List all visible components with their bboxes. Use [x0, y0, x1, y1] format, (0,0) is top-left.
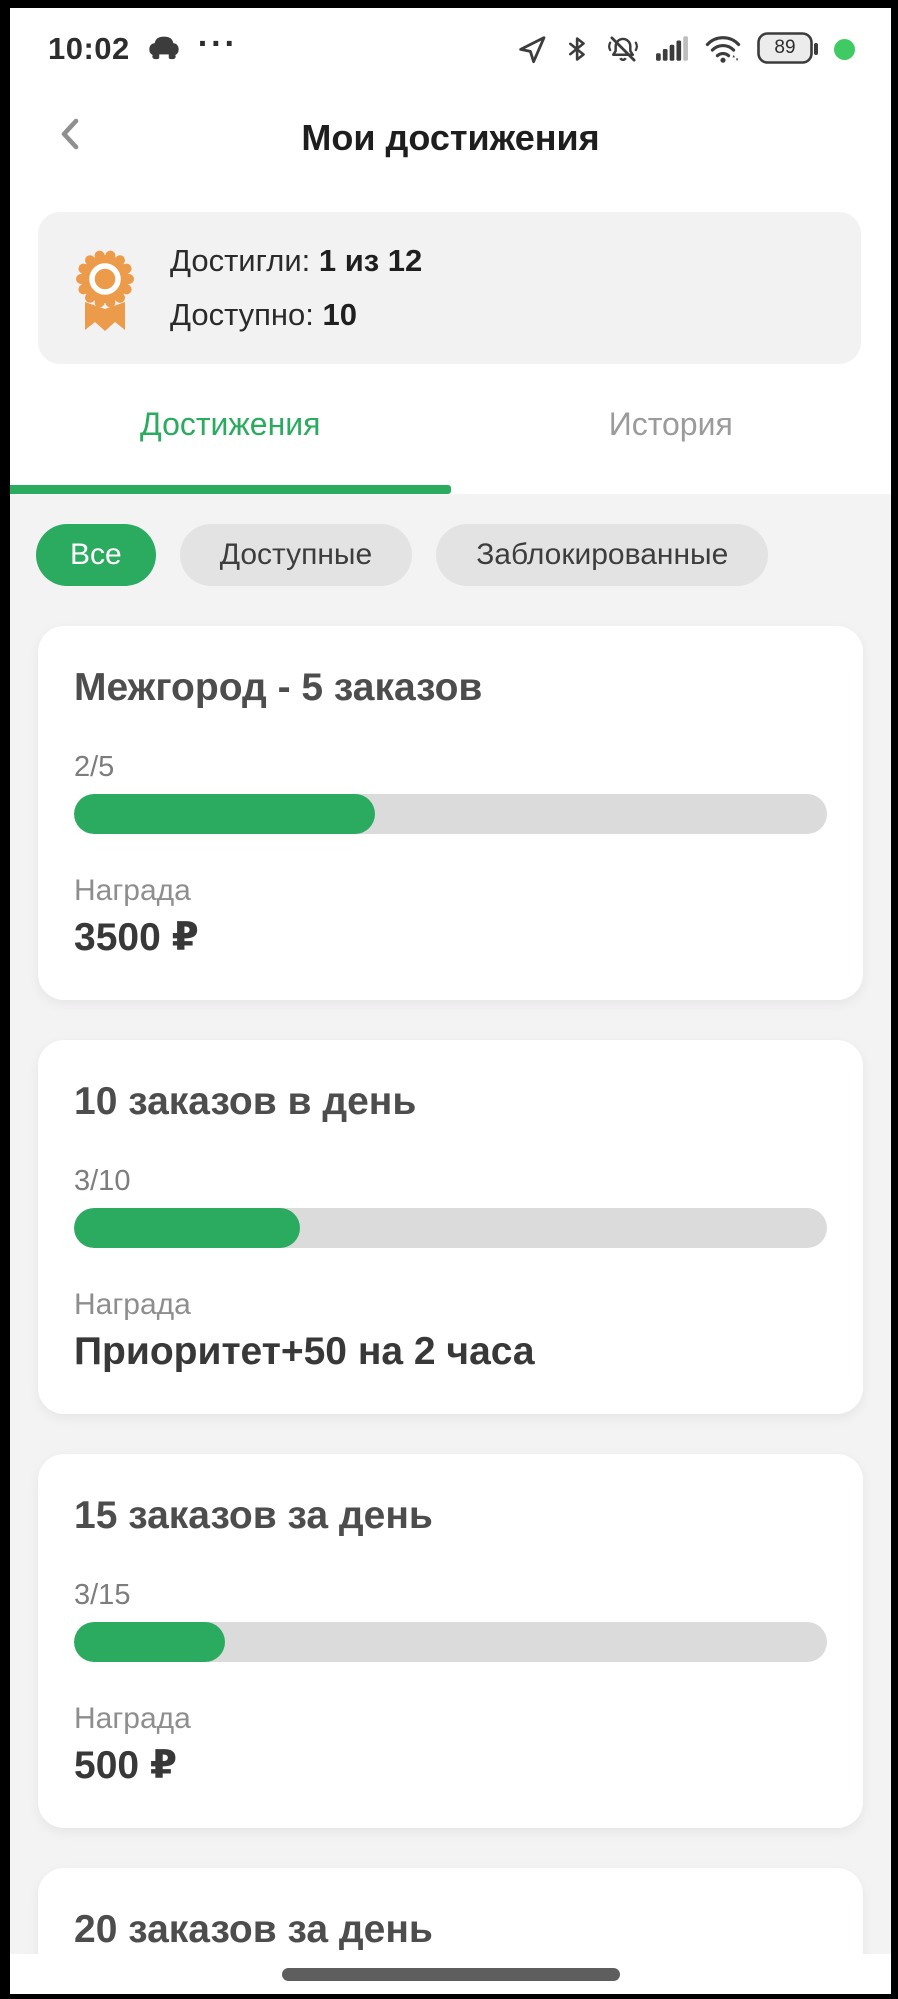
reward-label: Награда	[74, 1288, 191, 1321]
tab-bar: Достижения История	[10, 386, 891, 494]
reward-value: 500 ₽	[74, 1744, 178, 1787]
page-title: Мои достижения	[301, 117, 600, 158]
progress-label: 3/15	[74, 1579, 131, 1611]
achievement-card[interactable]: 15 заказов за день 3/15 Награда 500 ₽	[38, 1454, 863, 1828]
reward-label: Награда	[74, 874, 191, 907]
available-value: 10	[322, 297, 357, 332]
battery-icon: 89	[757, 32, 819, 66]
achievement-title: Межгород - 5 заказов	[74, 666, 483, 709]
tab-history[interactable]: История	[608, 406, 733, 442]
available-line: Доступно: 10	[170, 297, 357, 332]
tab-achievements[interactable]: Достижения	[140, 406, 321, 442]
status-bar: 10:02 ···	[10, 8, 891, 80]
online-status-dot	[834, 38, 855, 60]
achievement-card[interactable]: 10 заказов в день 3/10 Награда Приоритет…	[38, 1040, 863, 1414]
bluetooth-icon	[563, 33, 591, 65]
achievement-title: 20 заказов за день	[74, 1908, 433, 1951]
system-navigation-bar	[10, 1954, 891, 1994]
achievement-title: 10 заказов в день	[74, 1080, 417, 1123]
achievements-summary-card: Достигли: 1 из 12 Доступно: 10	[38, 212, 861, 364]
filter-chip-all[interactable]: Все	[36, 524, 156, 586]
progress-bar	[74, 794, 827, 834]
wifi-icon	[704, 33, 742, 65]
back-button[interactable]	[44, 104, 96, 164]
progress-bar-fill	[74, 1208, 300, 1248]
progress-label: 2/5	[74, 751, 115, 783]
achievement-card[interactable]: Межгород - 5 заказов 2/5 Награда 3500 ₽	[38, 626, 863, 1000]
progress-label: 3/10	[74, 1165, 131, 1197]
reward-value: Приоритет+50 на 2 часа	[74, 1330, 535, 1373]
home-indicator[interactable]	[281, 1967, 620, 1981]
app-screen: 10:02 ···	[10, 8, 891, 1994]
achieved-value: 1 из 12	[318, 243, 423, 278]
filter-chips: Все Доступные Заблокированные	[10, 494, 891, 586]
location-icon	[516, 33, 548, 65]
reward-value: 3500 ₽	[74, 916, 199, 959]
achievement-title: 15 заказов за день	[74, 1494, 433, 1537]
reward-label: Награда	[74, 1702, 191, 1735]
status-overflow-dots: ···	[197, 25, 238, 63]
achieved-line: Достигли: 1 из 12	[170, 243, 423, 278]
progress-bar	[74, 1208, 827, 1248]
clock: 10:02	[48, 31, 130, 66]
signal-strength-icon	[655, 33, 689, 65]
progress-bar-fill	[74, 1622, 225, 1662]
progress-bar	[74, 1622, 827, 1662]
battery-percent: 89	[774, 37, 796, 58]
filter-chip-locked[interactable]: Заблокированные	[436, 524, 769, 586]
content-area: Все Доступные Заблокированные Межгород -…	[10, 494, 891, 1994]
car-mode-icon	[146, 32, 182, 67]
achievement-list: Межгород - 5 заказов 2/5 Награда 3500 ₽ …	[10, 626, 891, 1992]
medal-icon	[76, 250, 134, 331]
filter-chip-available[interactable]: Доступные	[179, 524, 413, 586]
progress-bar-fill	[74, 794, 376, 834]
vibrate-mute-icon	[606, 33, 640, 65]
page-header: Мои достижения	[10, 90, 891, 186]
